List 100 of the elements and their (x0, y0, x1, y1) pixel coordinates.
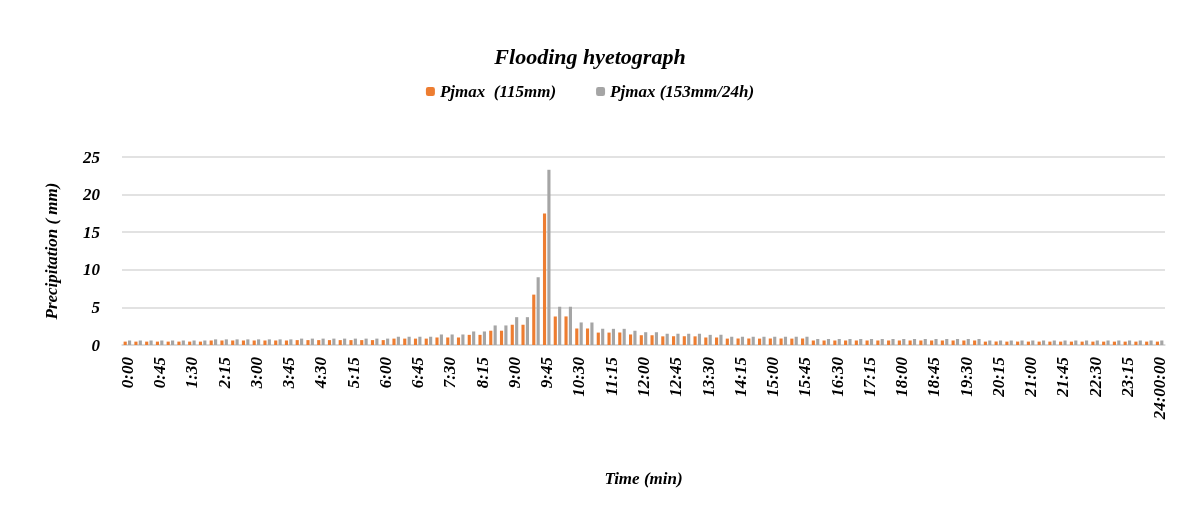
x-tick-label: 24:00:00 (1150, 356, 1170, 421)
x-tick-label: 19:30 (956, 356, 976, 397)
bar (762, 336, 766, 345)
bar (515, 317, 519, 345)
bar (472, 331, 476, 345)
bar (446, 337, 450, 345)
bar (403, 338, 407, 345)
bar (413, 338, 418, 345)
bar (923, 338, 927, 345)
bar (241, 340, 246, 345)
bar (740, 336, 745, 345)
bar (364, 338, 368, 345)
x-tick-label: 9:45 (537, 356, 557, 389)
bar (532, 294, 536, 345)
bar (386, 338, 390, 345)
bar (966, 338, 970, 345)
bar (1160, 340, 1164, 345)
bar (865, 340, 869, 345)
x-tick-label: 12:45 (666, 356, 686, 397)
bar (327, 340, 332, 345)
bar (407, 336, 411, 345)
bar (801, 338, 805, 345)
bar (988, 340, 992, 345)
bar (482, 331, 486, 345)
bar (353, 338, 357, 345)
bar (360, 340, 364, 345)
bar (794, 336, 798, 345)
bar (317, 340, 321, 345)
bar (628, 334, 633, 345)
bar (837, 338, 841, 345)
bar (848, 338, 852, 345)
x-tick-label: 16:30 (827, 356, 847, 397)
bar (1031, 340, 1035, 345)
legend-label: Pjmax (115mm) (438, 82, 557, 101)
bar (704, 337, 708, 345)
bar (521, 324, 525, 345)
bar (467, 334, 471, 345)
bar (869, 338, 874, 345)
bar (424, 338, 428, 345)
y-tick-label: 10 (83, 260, 101, 280)
bar (1052, 340, 1056, 345)
bar (306, 340, 310, 345)
bar (489, 330, 493, 345)
bar (343, 338, 347, 345)
bar (912, 338, 917, 345)
bar (719, 334, 723, 345)
bar (687, 333, 691, 345)
bar (618, 332, 622, 345)
y-tick-label: 25 (82, 147, 101, 167)
bar (257, 339, 261, 345)
x-tick-label: 5:15 (343, 356, 363, 389)
bar (973, 340, 977, 345)
bar (1041, 340, 1046, 345)
bar (381, 340, 385, 345)
x-tick-label: 21:00 (1021, 356, 1041, 398)
bar (370, 340, 375, 345)
bar (715, 337, 719, 345)
bar (977, 338, 981, 345)
bar (607, 332, 611, 345)
bar (160, 340, 164, 345)
bar (934, 338, 938, 345)
bar (854, 340, 858, 345)
bar (171, 340, 175, 345)
bar (758, 338, 762, 345)
x-tick-label: 1:30 (182, 356, 202, 389)
bar (149, 340, 153, 345)
bar (267, 339, 271, 345)
x-tick-label: 10:30 (569, 356, 589, 397)
legend-label: Pjmax (153mm/24h) (609, 82, 755, 101)
bar (478, 334, 482, 345)
bar (665, 333, 669, 345)
x-tick-label: 20:15 (988, 356, 1008, 398)
x-tick-label: 21:45 (1053, 356, 1073, 398)
bar (945, 338, 949, 345)
bar (214, 339, 218, 345)
bar (418, 336, 422, 345)
x-tick-label: 22:30 (1085, 356, 1105, 398)
bar (585, 328, 590, 345)
bar (203, 340, 207, 345)
bar (902, 338, 906, 345)
x-axis-title: Time (min) (604, 469, 683, 488)
bar (779, 338, 783, 345)
bar (1138, 340, 1142, 345)
bar (284, 340, 289, 345)
bar (332, 338, 336, 345)
bar (654, 332, 659, 345)
y-tick-label: 15 (83, 222, 101, 242)
bar (671, 336, 676, 345)
bar (955, 338, 960, 345)
bar (209, 340, 213, 345)
bar (568, 306, 572, 345)
x-tick-label: 12:00 (634, 356, 653, 397)
bar (880, 338, 884, 345)
bar (622, 328, 626, 345)
bar (596, 332, 600, 345)
x-tick-label: 11:15 (601, 356, 621, 396)
y-tick-label: 20 (82, 185, 101, 205)
bar (876, 340, 880, 345)
bar (590, 322, 594, 345)
bar (138, 340, 142, 345)
